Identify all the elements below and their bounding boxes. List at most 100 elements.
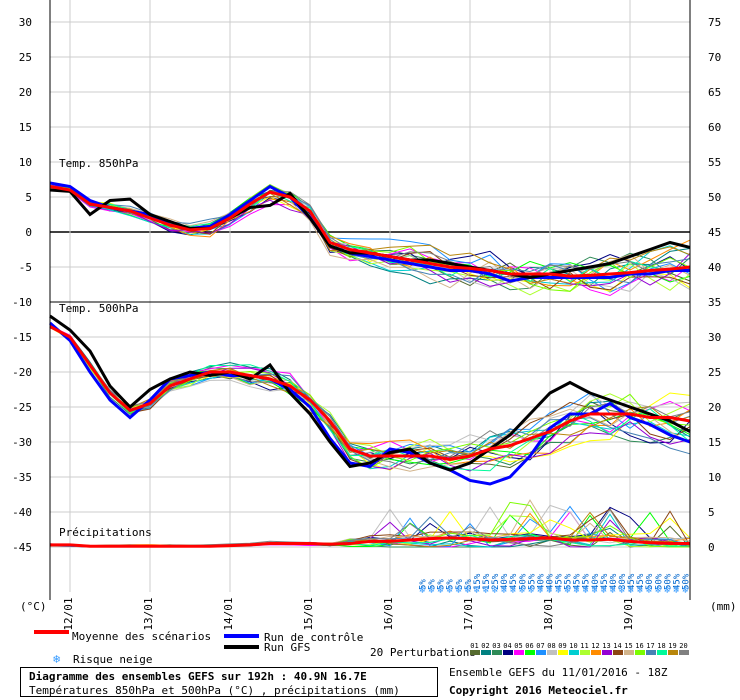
right-tick-label: 45 <box>708 226 721 239</box>
right-tick-label: 5 <box>708 506 715 519</box>
member-line-19 <box>49 187 691 285</box>
left-axis-unit: (°C) <box>20 600 47 613</box>
x-tick-label: 16/01 <box>382 597 395 630</box>
perturbation-swatch: 01 <box>469 642 480 655</box>
perturbation-color <box>480 650 491 655</box>
legend-mean-swatch <box>34 630 69 634</box>
perturbation-color <box>579 650 590 655</box>
perturbation-color <box>524 650 535 655</box>
snowflake-icon: ❄ <box>465 585 472 596</box>
perturbation-swatch: 17 <box>645 642 656 655</box>
snow-risk-value: 25% <box>491 573 501 590</box>
legend-gfs-swatch <box>224 645 259 649</box>
right-axis-unit: (mm) <box>710 600 737 613</box>
x-tick-label: 15/01 <box>302 597 315 630</box>
perturbation-swatch: 18 <box>656 642 667 655</box>
right-tick-label: 70 <box>708 51 721 64</box>
precip-panel-label: Précipitations <box>59 526 152 539</box>
perturbation-swatch: 16 <box>634 642 645 655</box>
perturbation-swatch: 08 <box>546 642 557 655</box>
perturbation-swatch: 09 <box>557 642 568 655</box>
perturbation-color <box>634 650 645 655</box>
perturbation-swatch: 07 <box>535 642 546 655</box>
perturbation-id: 13 <box>602 642 611 650</box>
left-tick-label: -30 <box>12 436 32 449</box>
member-line-10 <box>49 326 691 470</box>
perturbation-swatch: 03 <box>491 642 502 655</box>
footer-title: Diagramme des ensembles GEFS sur 192h : … <box>29 670 367 683</box>
snowflake-icon: ❄ <box>673 585 680 596</box>
left-tick-label: 20 <box>19 86 32 99</box>
perturbation-color <box>557 650 568 655</box>
x-tick-label: 18/01 <box>542 597 555 630</box>
perturbation-color <box>546 650 557 655</box>
right-tick-label: 15 <box>708 436 721 449</box>
perturbation-id: 06 <box>525 642 534 650</box>
member-line-16 <box>49 325 691 469</box>
perturbation-id: 05 <box>514 642 523 650</box>
perturbation-id: 04 <box>503 642 512 650</box>
snowflake-icon: ❄ <box>574 585 581 596</box>
perturbation-color <box>645 650 656 655</box>
snow-risk-value: 15% <box>473 573 483 590</box>
footer-box: Diagramme des ensembles GEFS sur 192h : … <box>20 667 438 697</box>
left-tick-label: -35 <box>12 471 32 484</box>
snow-risk-value: 5% <box>446 579 456 590</box>
snow-risk-value: 45% <box>573 573 583 590</box>
snow-risk-value: 45% <box>636 573 646 590</box>
right-tick-label: 10 <box>708 471 721 484</box>
x-tick-label: 13/01 <box>142 597 155 630</box>
snow-risk-value: 5% <box>455 579 465 590</box>
snow-risk-value: 5% <box>428 579 438 590</box>
right-tick-label: 30 <box>708 331 721 344</box>
snow-risk-value: 30% <box>618 573 628 590</box>
left-tick-label: -25 <box>12 401 32 414</box>
snow-risk-value: 5% <box>437 579 447 590</box>
snow-risk-value: 45% <box>509 573 519 590</box>
perturbation-id: 20 <box>679 642 688 650</box>
perturbation-id: 11 <box>580 642 589 650</box>
snow-risk-value: 40% <box>536 573 546 590</box>
perturbation-color <box>491 650 502 655</box>
perturbation-color <box>656 650 667 655</box>
perturbation-color <box>623 650 634 655</box>
snow-risk-value: 45% <box>600 573 610 590</box>
series-line-t500 <box>49 321 691 486</box>
snowflake-icon: ❄ <box>420 585 427 596</box>
right-tick-label: 25 <box>708 366 721 379</box>
snowflake-icon: ❄ <box>483 585 490 596</box>
chart-grid <box>50 0 690 592</box>
perturbation-swatch: 06 <box>524 642 535 655</box>
perturbation-color <box>678 650 689 655</box>
member-line-20 <box>49 326 691 470</box>
snow-risk-value: 50% <box>645 573 655 590</box>
snowflake-icon: ❄ <box>610 585 617 596</box>
perturbation-id: 14 <box>613 642 622 650</box>
perturbation-id: 18 <box>657 642 666 650</box>
snowflake-icon: ❄ <box>565 585 572 596</box>
perturbation-id: 16 <box>635 642 644 650</box>
snow-risk-value: 55% <box>527 573 537 590</box>
left-tick-label: -40 <box>12 506 32 519</box>
perturbation-id: 17 <box>646 642 655 650</box>
snowflake-icon: ❄ <box>438 585 445 596</box>
snow-risk-value: 5% <box>419 579 429 590</box>
member-line-19 <box>49 326 691 455</box>
left-tick-label: 5 <box>25 191 32 204</box>
snowflake-icon: ❄ <box>655 585 662 596</box>
left-tick-label: -20 <box>12 366 32 379</box>
perturbation-id: 02 <box>481 642 490 650</box>
snow-risk-value: 40% <box>591 573 601 590</box>
perturbation-swatch: 14 <box>612 642 623 655</box>
legend-snow-label: Risque neige <box>73 653 153 666</box>
perturbation-swatch: 13 <box>601 642 612 655</box>
perturbation-color <box>502 650 513 655</box>
right-tick-label: 60 <box>708 121 721 134</box>
perturbation-color <box>667 650 678 655</box>
snow-risk-value: 40% <box>500 573 510 590</box>
series-line-t500 <box>49 314 691 472</box>
perturbation-swatch: 12 <box>590 642 601 655</box>
perturbation-color <box>469 650 480 655</box>
legend-perturbations-label: 20 Perturbations <box>370 646 476 659</box>
